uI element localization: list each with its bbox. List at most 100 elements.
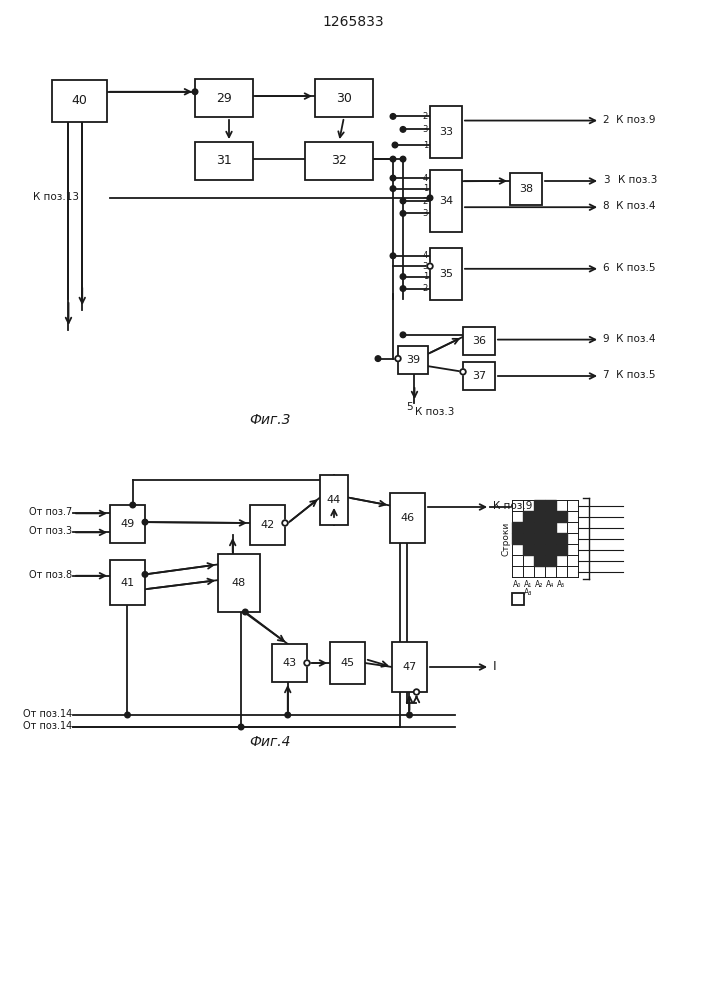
Bar xyxy=(512,533,523,544)
Text: I: I xyxy=(493,660,496,672)
Text: 43: 43 xyxy=(282,658,296,668)
Bar xyxy=(510,173,542,205)
Circle shape xyxy=(400,198,406,204)
Text: Строки: Строки xyxy=(501,521,510,556)
Text: 3: 3 xyxy=(423,262,428,271)
Circle shape xyxy=(192,89,198,95)
Text: 2  К поз.9: 2 К поз.9 xyxy=(603,115,655,125)
Text: A₀: A₀ xyxy=(513,580,522,589)
Text: 2: 2 xyxy=(423,196,428,206)
Text: 40: 40 xyxy=(71,95,88,107)
Bar xyxy=(545,555,556,566)
Bar xyxy=(556,511,567,522)
Text: 44: 44 xyxy=(327,495,341,505)
Circle shape xyxy=(460,369,466,375)
Bar xyxy=(390,493,425,543)
Text: 4: 4 xyxy=(423,251,428,260)
Circle shape xyxy=(375,356,381,361)
Text: 8  К поз.4: 8 К поз.4 xyxy=(603,201,655,211)
Text: 1265833: 1265833 xyxy=(322,15,384,29)
Bar xyxy=(534,533,545,544)
Bar xyxy=(523,544,534,555)
Circle shape xyxy=(238,724,244,730)
Text: От поз.14: От поз.14 xyxy=(23,721,72,731)
Text: 36: 36 xyxy=(472,336,486,346)
Circle shape xyxy=(243,609,248,615)
Circle shape xyxy=(142,572,148,577)
Text: 1: 1 xyxy=(423,272,428,281)
Text: 5: 5 xyxy=(406,402,412,412)
Bar xyxy=(534,544,545,555)
Text: 45: 45 xyxy=(341,658,355,668)
Circle shape xyxy=(400,127,406,132)
Circle shape xyxy=(390,156,396,162)
Bar xyxy=(545,522,556,533)
Text: 6  К поз.5: 6 К поз.5 xyxy=(603,263,655,273)
Text: 29: 29 xyxy=(216,92,232,104)
Text: 1: 1 xyxy=(423,140,428,149)
Text: 4: 4 xyxy=(423,174,428,183)
Text: 35: 35 xyxy=(439,269,453,279)
Bar xyxy=(534,555,545,566)
Text: 46: 46 xyxy=(400,513,414,523)
Text: 47: 47 xyxy=(402,662,416,672)
Bar xyxy=(110,560,145,605)
Circle shape xyxy=(400,332,406,338)
Circle shape xyxy=(282,520,288,526)
Bar xyxy=(110,505,145,543)
Bar xyxy=(330,642,365,684)
Text: 33: 33 xyxy=(439,127,453,137)
Bar xyxy=(392,642,427,692)
Circle shape xyxy=(304,660,310,666)
Circle shape xyxy=(427,263,433,269)
Text: A₁: A₁ xyxy=(525,580,532,589)
Bar xyxy=(512,522,523,533)
Bar xyxy=(534,511,545,522)
Bar xyxy=(218,554,260,612)
Bar xyxy=(556,544,567,555)
Text: 3: 3 xyxy=(423,125,428,134)
Circle shape xyxy=(400,211,406,216)
Circle shape xyxy=(390,186,396,191)
Text: A₃: A₃ xyxy=(525,588,532,597)
Circle shape xyxy=(407,712,412,718)
Text: 3: 3 xyxy=(423,209,428,218)
Circle shape xyxy=(400,274,406,279)
Bar xyxy=(195,142,253,180)
Bar xyxy=(463,327,495,355)
Text: 38: 38 xyxy=(519,184,533,194)
Bar xyxy=(534,522,545,533)
Text: A₂: A₂ xyxy=(535,580,544,589)
Circle shape xyxy=(285,712,291,718)
Text: 49: 49 xyxy=(120,519,134,529)
Circle shape xyxy=(395,356,401,361)
Text: 2: 2 xyxy=(423,284,428,293)
Bar xyxy=(305,142,373,180)
Bar xyxy=(523,511,534,522)
Circle shape xyxy=(400,286,406,291)
Text: 3: 3 xyxy=(603,175,609,185)
Bar xyxy=(195,79,253,117)
Bar xyxy=(545,511,556,522)
Text: К поз.9: К поз.9 xyxy=(493,501,532,511)
Text: 42: 42 xyxy=(260,520,274,530)
Bar xyxy=(52,80,107,122)
Bar xyxy=(320,475,348,525)
Bar xyxy=(315,79,373,117)
Circle shape xyxy=(142,519,148,525)
Circle shape xyxy=(414,689,419,695)
Circle shape xyxy=(130,502,136,508)
Bar xyxy=(534,500,545,511)
Text: От поз.14: От поз.14 xyxy=(23,709,72,719)
Bar xyxy=(430,106,462,158)
Text: К поз.3: К поз.3 xyxy=(416,407,455,417)
Text: 7  К поз.5: 7 К поз.5 xyxy=(603,370,655,380)
Text: A₅: A₅ xyxy=(557,580,566,589)
Bar xyxy=(545,500,556,511)
Circle shape xyxy=(390,253,396,259)
Text: 32: 32 xyxy=(331,154,347,167)
Bar xyxy=(523,522,534,533)
Text: От поз.7: От поз.7 xyxy=(29,507,72,517)
Text: К поз.13: К поз.13 xyxy=(33,192,79,202)
Bar xyxy=(545,533,556,544)
